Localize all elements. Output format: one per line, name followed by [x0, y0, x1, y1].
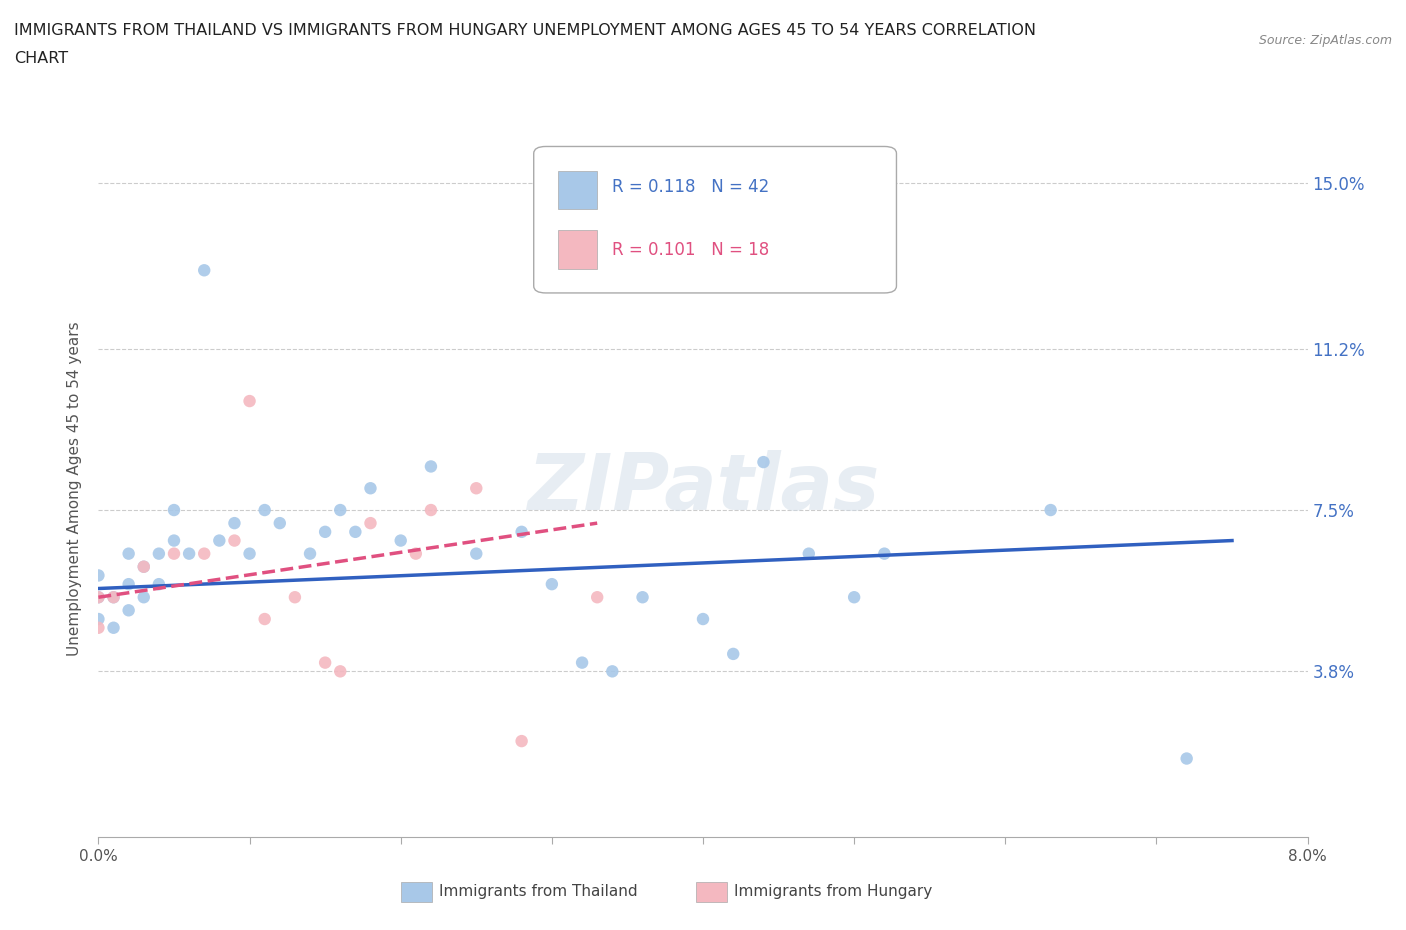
Point [87, 590, 110, 604]
Point [510, 525, 533, 539]
Point [253, 502, 276, 517]
Point [208, 533, 231, 548]
Point [586, 590, 609, 604]
Point [193, 546, 215, 561]
Point [329, 502, 352, 517]
Point [163, 502, 186, 517]
Text: ZIPatlas: ZIPatlas [527, 450, 879, 526]
Point [148, 577, 170, 591]
Point [873, 546, 896, 561]
Point [253, 612, 276, 627]
Point [269, 515, 291, 530]
Point [163, 533, 186, 548]
Point [571, 656, 593, 671]
Point [723, 646, 745, 661]
Point [465, 546, 488, 561]
Point [87, 568, 110, 583]
Point [132, 559, 155, 574]
Text: CHART: CHART [14, 51, 67, 66]
Y-axis label: Unemployment Among Ages 45 to 54 years: Unemployment Among Ages 45 to 54 years [67, 321, 83, 656]
Point [602, 664, 624, 679]
Bar [558, 230, 596, 269]
Point [239, 393, 262, 408]
Point [405, 546, 427, 561]
Point [87, 590, 110, 604]
Point [389, 533, 412, 548]
Point [465, 481, 488, 496]
Point [360, 515, 382, 530]
Text: IMMIGRANTS FROM THAILAND VS IMMIGRANTS FROM HUNGARY UNEMPLOYMENT AMONG AGES 45 T: IMMIGRANTS FROM THAILAND VS IMMIGRANTS F… [14, 23, 1036, 38]
Point [87, 612, 110, 627]
Point [752, 455, 775, 470]
Point [193, 263, 215, 278]
Point [360, 481, 382, 496]
Point [118, 577, 141, 591]
Point [1175, 751, 1198, 766]
Point [631, 590, 654, 604]
Point [118, 603, 141, 618]
Point [844, 590, 866, 604]
Point [118, 546, 141, 561]
Point [299, 546, 322, 561]
Point [87, 620, 110, 635]
Text: Source: ZipAtlas.com: Source: ZipAtlas.com [1258, 34, 1392, 47]
Text: R = 0.101   N = 18: R = 0.101 N = 18 [613, 241, 769, 259]
Text: Immigrants from Hungary: Immigrants from Hungary [734, 884, 932, 899]
Point [103, 620, 125, 635]
Point [1039, 502, 1062, 517]
Point [692, 612, 714, 627]
FancyBboxPatch shape [534, 147, 897, 293]
Point [224, 533, 246, 548]
Point [239, 546, 262, 561]
Point [541, 577, 564, 591]
Point [284, 590, 307, 604]
Point [132, 590, 155, 604]
Point [420, 502, 443, 517]
Point [510, 734, 533, 749]
Point [344, 525, 367, 539]
Point [314, 525, 336, 539]
Bar [558, 171, 596, 209]
Point [103, 590, 125, 604]
Point [179, 546, 201, 561]
Point [163, 546, 186, 561]
Point [314, 656, 336, 671]
Point [103, 590, 125, 604]
Text: Immigrants from Thailand: Immigrants from Thailand [439, 884, 637, 899]
Point [420, 459, 443, 474]
Text: R = 0.118   N = 42: R = 0.118 N = 42 [613, 178, 769, 196]
Point [148, 546, 170, 561]
Point [224, 515, 246, 530]
Point [797, 546, 820, 561]
Point [329, 664, 352, 679]
Point [132, 559, 155, 574]
